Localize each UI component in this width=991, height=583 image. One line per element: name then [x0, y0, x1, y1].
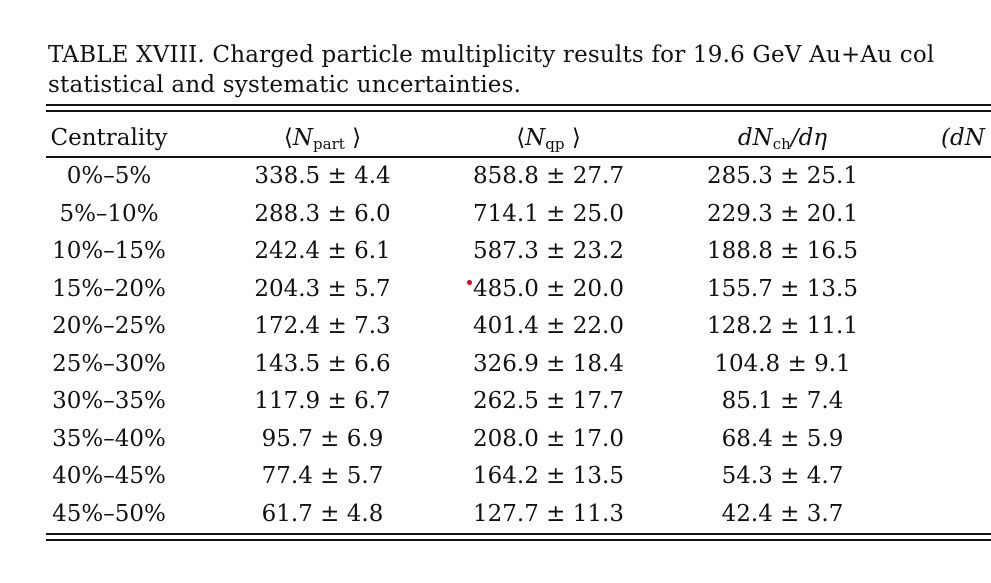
top-double-rule-lower [46, 110, 991, 112]
cell-dndeta: 155.7 ± 13.5 [707, 275, 858, 302]
cell-centrality: 25%–30% [52, 350, 166, 377]
cell-npart: 204.3 ± 5.7 [254, 275, 391, 302]
header-npart-open: ⟨ [283, 125, 293, 151]
table-row: 25%–30% 143.5 ± 6.6 326.9 ± 18.4 104.8 ± 9.… [46, 346, 991, 384]
cell-nqp: 127.7 ± 11.3 [473, 500, 624, 527]
header-dndeta-pre: dN [737, 125, 773, 151]
cell-npart: 143.5 ± 6.6 [254, 350, 391, 377]
table-row: 5%–10% 288.3 ± 6.0 714.1 ± 25.0 229.3 ± 20.… [46, 196, 991, 234]
caption-line-1: TABLE XVIII. Charged particle multiplici… [48, 42, 935, 68]
header-nqp-close: ⟩ [571, 125, 581, 151]
bottom-double-rule-lower [46, 539, 991, 541]
header-npart: ⟨Npart ⟩ [220, 118, 425, 158]
header-centrality: Centrality [50, 125, 168, 151]
table-row: 15%–20% 204.3 ± 5.7 485.0 ± 20.0 155.7 ± 13… [46, 271, 991, 309]
cell-centrality: 45%–50% [52, 500, 166, 527]
cell-centrality: 30%–35% [52, 388, 166, 414]
cell-npart: 95.7 ± 6.9 [261, 425, 384, 452]
cell-nqp: 401.4 ± 22.0 [473, 313, 624, 339]
cell-dndeta: 229.3 ± 20.1 [707, 200, 858, 227]
cell-npart: 338.5 ± 4.4 [254, 163, 391, 189]
cell-npart: 77.4 ± 5.7 [261, 463, 384, 489]
cell-npart: 117.9 ± 6.7 [254, 388, 391, 414]
top-double-rule-upper [46, 104, 991, 106]
cell-centrality: 15%–20% [52, 275, 166, 302]
cell-dndeta: 104.8 ± 9.1 [714, 350, 851, 377]
cell-npart: 172.4 ± 7.3 [254, 313, 391, 339]
bottom-double-rule-upper [46, 533, 991, 535]
cell-centrality: 10%–15% [52, 238, 166, 264]
header-npart-subscript: part [313, 135, 345, 153]
cell-nqp: 326.9 ± 18.4 [473, 350, 624, 377]
header-dndeta: dNch/dη [680, 118, 885, 158]
cell-nqp: 714.1 ± 25.0 [473, 200, 624, 227]
header-col5-partial: (dN [941, 125, 985, 151]
header-dndeta-post: /dη [790, 125, 828, 151]
cell-centrality: 20%–25% [52, 313, 166, 339]
cell-npart: 288.3 ± 6.0 [254, 200, 391, 227]
table-row: 40%–45% 77.4 ± 5.7 164.2 ± 13.5 54.3 ± 4.7 [46, 458, 991, 496]
cell-nqp: 858.8 ± 27.7 [473, 163, 624, 189]
header-rule [46, 156, 991, 158]
table-row: 35%–40% 95.7 ± 6.9 208.0 ± 17.0 68.4 ± 5.9 [46, 421, 991, 459]
cell-npart: 242.4 ± 6.1 [254, 238, 391, 264]
header-dndeta-subscript: ch [772, 135, 791, 153]
cell-dndeta: 128.2 ± 11.1 [707, 313, 858, 339]
header-npart-close: ⟩ [352, 125, 362, 151]
cell-nqp: 164.2 ± 13.5 [473, 463, 624, 489]
cell-dndeta: 285.3 ± 25.1 [707, 163, 858, 189]
header-npart-symbol: N [292, 125, 314, 151]
cell-centrality: 40%–45% [52, 463, 166, 489]
header-nqp: ⟨Nqp ⟩ [446, 118, 651, 158]
multiplicity-table: Centrality ⟨Npart ⟩ ⟨Nqp ⟩ dNch/dη (dN [46, 118, 991, 158]
table-row: 20%–25% 172.4 ± 7.3 401.4 ± 22.0 128.2 ± 11… [46, 308, 991, 346]
caption-line-2: statistical and systematic uncertainties… [48, 72, 522, 98]
cell-centrality: 35%–40% [52, 425, 166, 452]
cell-nqp: 485.0 ± 20.0 [473, 275, 624, 302]
table-caption: TABLE XVIII. Charged particle multiplici… [48, 40, 991, 100]
cell-centrality: 0%–5% [66, 163, 152, 189]
cell-dndeta: 85.1 ± 7.4 [721, 388, 844, 414]
table-row: 45%–50% 61.7 ± 4.8 127.7 ± 11.3 42.4 ± 3.7 [46, 496, 991, 534]
cell-dndeta: 54.3 ± 4.7 [721, 463, 844, 489]
cell-nqp: 262.5 ± 17.7 [473, 388, 624, 414]
cell-nqp: 208.0 ± 17.0 [473, 425, 624, 452]
header-nqp-open: ⟨ [516, 125, 526, 151]
header-nqp-subscript: qp [545, 135, 565, 153]
table-row: 30%–35% 117.9 ± 6.7 262.5 ± 17.7 85.1 ± 7.4 [46, 383, 991, 421]
table-row: 10%–15% 242.4 ± 6.1 587.3 ± 23.2 188.8 ± 16… [46, 233, 991, 271]
cell-dndeta: 42.4 ± 3.7 [721, 500, 844, 527]
cell-dndeta: 188.8 ± 16.5 [707, 238, 858, 264]
table-body: 0%–5% 338.5 ± 4.4 858.8 ± 27.7 285.3 ± 25.1… [46, 158, 991, 533]
red-marker-dot [467, 280, 472, 285]
cell-centrality: 5%–10% [59, 200, 159, 227]
cell-npart: 61.7 ± 4.8 [261, 500, 384, 527]
table-header-row: Centrality ⟨Npart ⟩ ⟨Nqp ⟩ dNch/dη (dN [46, 118, 991, 158]
cell-nqp: 587.3 ± 23.2 [473, 238, 624, 264]
header-nqp-symbol: N [525, 125, 546, 151]
table-row: 0%–5% 338.5 ± 4.4 858.8 ± 27.7 285.3 ± 25.1 [46, 158, 991, 196]
cell-dndeta: 68.4 ± 5.9 [721, 425, 844, 452]
